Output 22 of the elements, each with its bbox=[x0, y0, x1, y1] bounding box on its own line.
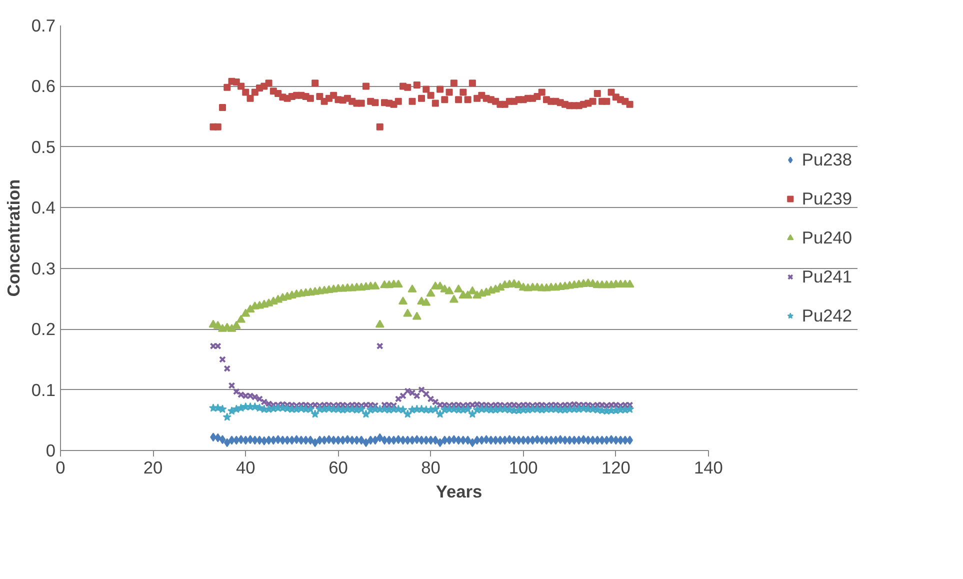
x-tick-label: 60 bbox=[328, 458, 348, 478]
x-tick-label: 40 bbox=[236, 458, 256, 478]
y-tick-label: 0.7 bbox=[31, 16, 56, 36]
x-tick-label: 100 bbox=[508, 458, 538, 478]
legend-label: Pu241 bbox=[802, 266, 852, 287]
y-tick-label: 0.1 bbox=[31, 380, 56, 400]
legend-label: Pu238 bbox=[802, 149, 852, 170]
legend-label: Pu240 bbox=[802, 227, 852, 248]
y-tick-label: 0.6 bbox=[31, 76, 56, 96]
legend-label: Pu242 bbox=[802, 305, 852, 326]
x-tick-label: 120 bbox=[601, 458, 630, 478]
legend-label: Pu239 bbox=[802, 188, 852, 209]
x-tick-label: 80 bbox=[421, 458, 440, 478]
x-axis-title: Years bbox=[436, 482, 482, 502]
y-tick-label: 0.3 bbox=[31, 258, 56, 278]
y-tick-label: 0.4 bbox=[31, 198, 56, 218]
y-axis-title: Concentration bbox=[3, 179, 24, 297]
y-tick-label: 0 bbox=[46, 440, 56, 460]
x-tick-label: 140 bbox=[694, 458, 723, 478]
x-tick-label: 20 bbox=[143, 458, 163, 478]
y-tick-label: 0.5 bbox=[31, 136, 56, 157]
y-tick-label: 0.2 bbox=[31, 319, 56, 340]
